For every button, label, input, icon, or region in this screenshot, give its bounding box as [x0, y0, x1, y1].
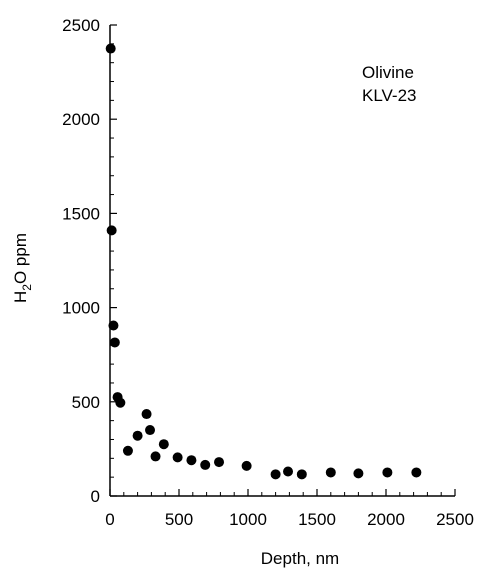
data-point [132, 430, 143, 441]
x-tick-label: 500 [165, 510, 193, 529]
x-tick-label: 0 [105, 510, 114, 529]
data-point [411, 467, 422, 478]
y-tick-label: 500 [72, 393, 100, 412]
data-point [325, 467, 336, 478]
annotation-sample: KLV-23 [362, 86, 417, 105]
data-point [186, 455, 197, 466]
data-point [353, 468, 364, 479]
y-axis-label-rest: O ppm [11, 233, 30, 284]
data-point [109, 337, 120, 348]
y-axis-label-main: H [11, 291, 30, 303]
y-axis-label-sub: 2 [20, 284, 34, 291]
data-point [200, 459, 211, 470]
data-points [105, 43, 422, 480]
data-point [214, 457, 225, 468]
data-point [106, 225, 117, 236]
axes [109, 25, 455, 497]
y-tick-label: 2000 [62, 110, 100, 129]
data-point [122, 445, 133, 456]
data-point [172, 452, 183, 463]
data-point [115, 397, 126, 408]
x-tick-label: 2500 [436, 510, 474, 529]
data-point [141, 409, 152, 420]
x-axis-label: Depth, nm [261, 549, 339, 568]
data-point [296, 469, 307, 480]
x-tick-label: 1500 [298, 510, 336, 529]
data-point [145, 425, 156, 436]
y-tick-label: 1500 [62, 204, 100, 223]
x-tick-label: 2000 [367, 510, 405, 529]
data-point [283, 466, 294, 477]
y-tick-label: 0 [91, 487, 100, 506]
y-tick-label: 2500 [62, 16, 100, 35]
data-point [241, 460, 252, 471]
data-point [270, 469, 281, 480]
y-tick-label: 1000 [62, 299, 100, 318]
data-point [108, 320, 119, 331]
x-tick-label: 1000 [229, 510, 267, 529]
ticks: 0 500 1000 1500 2000 2500 0 500 1000 1500 2000 2500 [62, 16, 474, 529]
data-point [158, 439, 169, 450]
annotation-mineral: Olivine [362, 63, 414, 82]
y-axis-label: H2O ppm [11, 233, 34, 303]
data-point [105, 43, 116, 54]
data-point [150, 451, 161, 462]
data-point [382, 467, 393, 478]
